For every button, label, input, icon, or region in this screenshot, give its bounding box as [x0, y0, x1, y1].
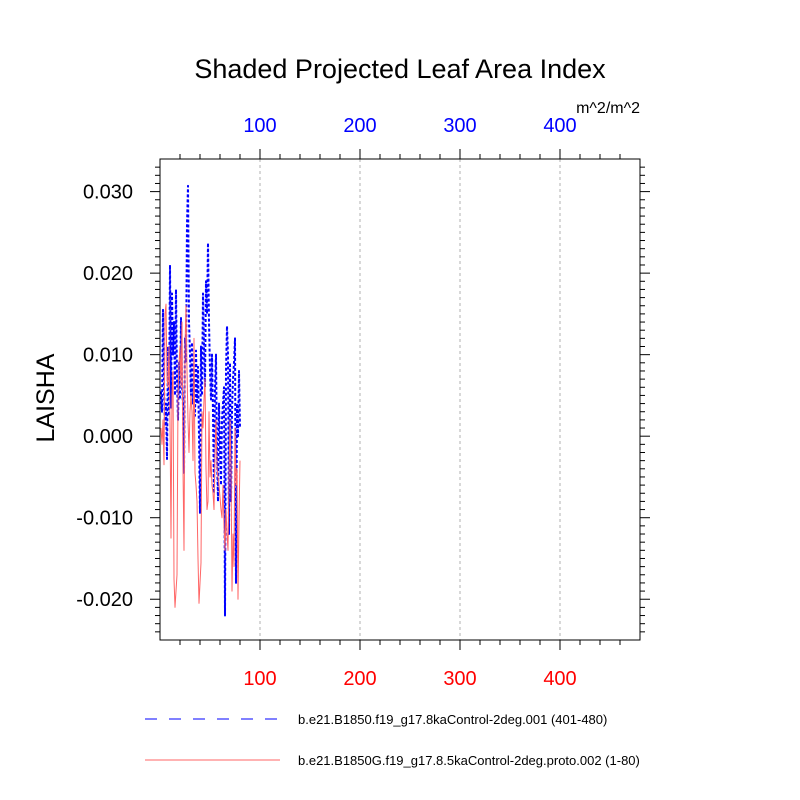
- legend-label-0: b.e21.B1850.f19_g17.8kaControl-2deg.001 …: [298, 712, 607, 727]
- legend: b.e21.B1850.f19_g17.8kaControl-2deg.001 …: [145, 712, 640, 768]
- series-line-blue: [160, 184, 241, 617]
- x-tick-label-bottom: 400: [543, 668, 576, 690]
- y-tick-label: 0.010: [83, 345, 133, 367]
- series-line-red: [160, 303, 241, 608]
- series-layer: [160, 184, 241, 617]
- x-tick-label-top: 300: [443, 115, 476, 137]
- y-tick-label: 0.020: [83, 263, 133, 285]
- unit-label: m^2/m^2: [576, 100, 640, 117]
- y-tick-label: 0.000: [83, 426, 133, 448]
- x-tick-label-top: 400: [543, 115, 576, 137]
- tick-labels-layer: 100 100 200 200 300 300 400 400 0.030 0.020 0.010 0…: [76, 115, 576, 690]
- x-tick-label-top: 200: [343, 115, 376, 137]
- y-tick-label: -0.010: [76, 508, 133, 530]
- chart-title: Shaded Projected Leaf Area Index: [194, 54, 606, 84]
- x-tick-label-bottom: 100: [243, 668, 276, 690]
- y-tick-label: 0.030: [83, 182, 133, 204]
- grid-layer: [259, 159, 561, 640]
- x-tick-label-top: 100: [243, 115, 276, 137]
- y-tick-label: -0.020: [76, 589, 133, 611]
- legend-label-1: b.e21.B1850G.f19_g17.8.5kaControl-2deg.p…: [298, 753, 640, 768]
- x-tick-label-bottom: 200: [343, 668, 376, 690]
- x-tick-label-bottom: 300: [443, 668, 476, 690]
- ticks-layer: [150, 149, 650, 650]
- y-axis-label: LAISHA: [32, 353, 60, 442]
